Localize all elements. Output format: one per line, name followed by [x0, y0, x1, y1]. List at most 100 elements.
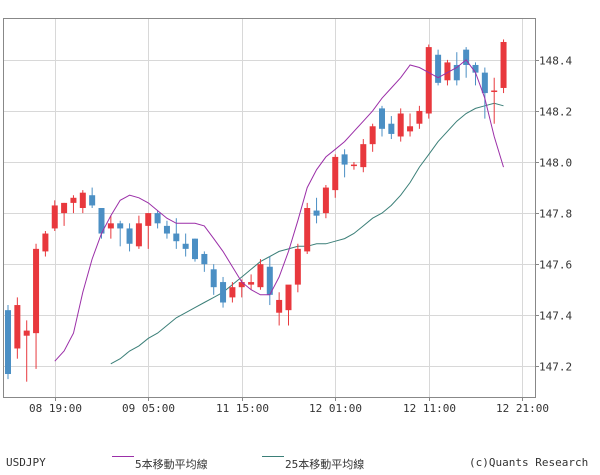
candle: [145, 213, 152, 249]
credit-label: (c)Quants Research: [469, 456, 589, 469]
candle-body: [257, 264, 264, 288]
candle: [135, 215, 142, 249]
ma25-legend-label: 25本移動平均線: [285, 458, 365, 471]
y-tick-label: 147.2: [539, 361, 572, 374]
candlestick-chart-svg: 147.2 147.4 147.6 147.8 148.0 148.2 148.4 08 19…: [0, 0, 600, 452]
candle-body: [79, 192, 86, 208]
candle-body: [285, 284, 292, 311]
candle-body: [173, 233, 180, 242]
candle: [23, 320, 30, 382]
candle-body: [70, 197, 77, 203]
ma5-legend-swatch: [112, 456, 134, 457]
candle-body: [210, 269, 217, 288]
candle: [248, 274, 255, 290]
y-tick-label: 147.4: [539, 310, 572, 323]
y-tick-label: 147.8: [539, 208, 572, 221]
candle-body: [163, 225, 170, 234]
candle: [210, 264, 217, 295]
candle-body: [481, 72, 488, 94]
candle: [397, 108, 404, 142]
candle-body: [220, 282, 227, 303]
x-tick-label: 08 19:00: [29, 402, 82, 415]
candle-body: [435, 54, 442, 83]
candle-body: [61, 202, 68, 214]
candle: [350, 162, 357, 170]
candle: [154, 210, 161, 229]
ma25-legend-swatch: [262, 456, 284, 457]
candle-body: [444, 62, 451, 81]
candle-body: [304, 208, 311, 252]
candle: [163, 220, 170, 239]
candle-body: [322, 187, 329, 214]
candle-body: [500, 41, 507, 88]
candle-body: [192, 238, 198, 260]
candle: [425, 44, 432, 119]
candle-body: [294, 248, 301, 285]
candle-body: [145, 213, 152, 226]
candle: [5, 305, 11, 380]
candle-body: [332, 156, 339, 191]
candle: [229, 282, 236, 303]
candle: [369, 123, 376, 152]
candle: [70, 195, 77, 214]
candle-body: [23, 330, 30, 336]
candle: [117, 220, 124, 247]
candle: [332, 154, 339, 198]
candle: [294, 243, 301, 293]
y-tick-label: 148.0: [539, 157, 572, 170]
candle-body: [89, 195, 96, 206]
candle-body: [491, 90, 498, 93]
candle-body: [229, 287, 236, 298]
candle: [33, 243, 40, 369]
plot-frame: [3, 18, 536, 398]
candle-body: [51, 205, 58, 229]
candle: [107, 215, 114, 239]
y-tick-label: 148.2: [539, 106, 572, 119]
candle-body: [117, 223, 124, 229]
candle-body: [472, 64, 479, 73]
candle: [341, 149, 348, 178]
chart-background: [0, 0, 600, 452]
candle: [182, 233, 189, 257]
ma5-layer: [54, 59, 504, 362]
candle: [388, 116, 395, 140]
chart-footer: USDJPY 5本移動平均線 25本移動平均線 (c)Quants Resear…: [0, 452, 600, 472]
candle-body: [276, 299, 283, 313]
candle-body: [14, 305, 21, 349]
candle-body: [126, 228, 133, 244]
candle-body: [98, 208, 105, 234]
candle: [89, 187, 96, 208]
candle-body: [33, 248, 40, 334]
candle: [360, 139, 367, 173]
candle-body: [107, 223, 114, 229]
ma5-line: [54, 59, 504, 362]
candle-body: [350, 164, 357, 167]
candle-body: [248, 282, 255, 285]
candle-body: [453, 64, 460, 81]
candle-body: [201, 253, 208, 265]
candle-body: [135, 223, 142, 247]
x-tick-label: 09 05:00: [122, 402, 175, 415]
candle: [266, 256, 273, 306]
candle: [201, 251, 208, 272]
candle: [435, 49, 442, 86]
candle-body: [341, 154, 348, 165]
axis-layer: 147.2 147.4 147.6 147.8 148.0 148.2 148.4 08 19…: [29, 55, 572, 416]
candle-body: [379, 108, 385, 129]
symbol-label: USDJPY: [6, 456, 46, 469]
candle: [42, 230, 49, 257]
candle-body: [238, 282, 245, 288]
candle: [313, 197, 320, 224]
candle-body: [397, 113, 404, 137]
x-tick-label: 12 11:00: [403, 402, 456, 415]
candle: [491, 77, 498, 124]
candle-body: [407, 126, 414, 132]
candle-body: [182, 243, 189, 249]
candle: [407, 113, 414, 137]
candle: [463, 47, 470, 78]
candle: [14, 297, 21, 359]
candle: [61, 202, 68, 226]
candle: [257, 259, 264, 290]
candle-body: [5, 310, 11, 375]
